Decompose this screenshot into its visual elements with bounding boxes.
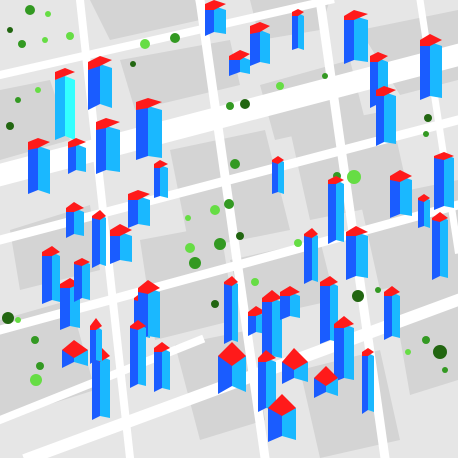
building [376,86,396,146]
tree [6,122,14,130]
building [272,156,284,194]
tree [140,39,150,49]
tree [240,99,250,109]
building [62,340,88,368]
building [418,194,430,228]
tree [236,232,244,240]
building [154,342,170,392]
tree [2,312,14,324]
tree [226,102,234,110]
tree [433,345,447,359]
building [362,348,374,414]
building [42,246,60,304]
building [224,276,238,344]
building [92,210,106,268]
tree [230,159,240,169]
building [110,224,132,264]
tree [66,32,74,40]
tree [15,97,21,103]
tree [185,243,195,253]
tree [30,374,42,386]
tree [15,317,21,323]
tree [185,215,191,221]
block [390,265,458,395]
building [304,228,318,284]
tree [7,27,13,33]
tree [45,11,51,17]
tree [211,300,219,308]
building [334,316,354,382]
tree [322,73,328,79]
tree [424,114,432,122]
building [74,258,90,302]
tree [423,131,429,137]
building [136,98,162,160]
tree [36,362,44,370]
building [68,138,86,174]
tree [170,33,180,43]
building-tower [55,68,75,140]
building [268,394,296,442]
building [138,280,160,340]
building [88,56,112,110]
building [420,34,442,100]
building [282,348,308,384]
tree [130,61,136,67]
tree [18,40,26,48]
building [90,318,102,364]
building [128,190,150,228]
tree [422,336,430,344]
building [314,366,338,398]
tree [210,205,220,215]
building [229,50,250,76]
building [218,342,246,394]
building [292,9,304,50]
tree [405,349,411,355]
building [130,320,146,388]
building [205,0,226,36]
building [384,286,400,340]
building [328,176,344,244]
building [434,152,454,210]
building [344,10,368,64]
building [250,22,270,66]
building [390,170,412,218]
tree [347,170,361,184]
road [0,0,335,80]
trees [2,5,448,386]
tree [224,199,234,209]
tree [35,87,41,93]
tree [31,336,39,344]
tree [352,290,364,302]
road [195,0,270,458]
block [90,0,200,40]
building [66,202,84,238]
tree [214,238,226,250]
tree [25,5,35,15]
building [262,290,282,360]
building [258,350,276,412]
building [28,138,50,194]
building [96,118,120,174]
tree [294,239,302,247]
tree [276,82,284,90]
tree [251,278,259,286]
buildings [28,0,454,442]
tree [375,287,381,293]
tree [442,367,448,373]
tree [42,37,48,43]
tree [189,257,201,269]
building [432,212,448,280]
building [154,160,168,198]
building [280,286,300,320]
building [346,226,368,280]
